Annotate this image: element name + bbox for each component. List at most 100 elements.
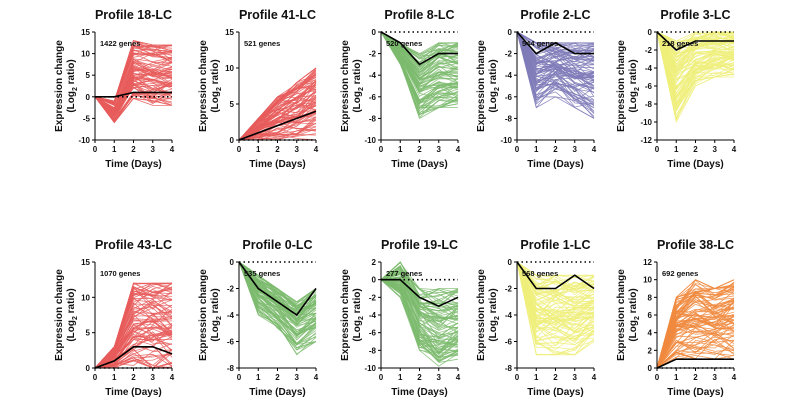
- gene-lines: [656, 279, 735, 369]
- gene-line: [656, 31, 735, 46]
- y-axis-label-units: (Log2 ratio): [66, 59, 79, 112]
- panel-1: Profile 18-LC Expression change (Log2 rati…: [54, 8, 175, 170]
- x-tick-label: 4: [732, 145, 737, 154]
- y-tick-label: 2: [648, 346, 653, 355]
- gene-line: [380, 31, 459, 87]
- x-tick-label: 1: [112, 373, 117, 382]
- gene-line: [656, 31, 735, 73]
- y-tick-label: -6: [645, 82, 653, 91]
- x-tick-label: 3: [437, 373, 442, 382]
- x-tick-label: 0: [237, 145, 242, 154]
- panel-title: Profile 19-LC: [381, 238, 458, 252]
- representative-line: [380, 31, 458, 66]
- gene-line: [656, 31, 735, 69]
- gene-line: [516, 261, 595, 344]
- gene-line: [94, 304, 173, 369]
- gene-line: [516, 261, 595, 321]
- y-tick-label: -6: [227, 338, 235, 347]
- x-axis-label: Time (Days): [391, 159, 448, 170]
- y-tick-label: 4: [648, 329, 653, 338]
- gene-line: [94, 71, 173, 112]
- gene-line: [656, 31, 735, 120]
- y-tick-label: -2: [645, 46, 653, 55]
- gene-line: [656, 31, 735, 62]
- gene-line: [238, 261, 317, 316]
- x-tick-label: 4: [314, 145, 319, 154]
- gene-line: [656, 31, 735, 72]
- x-tick-label: 4: [456, 145, 461, 154]
- gene-line: [656, 31, 734, 111]
- y-tick-label: -8: [369, 114, 377, 123]
- gene-line: [380, 274, 459, 327]
- representative-line: [238, 261, 317, 317]
- panel-9: Profile 1-LC Expression change (Log2 ratio…: [476, 238, 597, 398]
- gene-line: [516, 261, 595, 333]
- y-tick-label: 0: [230, 136, 235, 145]
- gene-line: [656, 31, 735, 78]
- y-axis-label-units: (Log2 ratio): [628, 288, 641, 341]
- y-tick-label: 0: [86, 364, 91, 373]
- y-tick-label: -4: [505, 311, 513, 320]
- gene-line: [380, 269, 459, 300]
- gene-line: [516, 31, 595, 105]
- gene-line: [516, 31, 595, 64]
- gene-count-label: 544 genes: [522, 39, 558, 48]
- x-tick-label: 4: [456, 373, 461, 382]
- x-tick-label: 2: [417, 373, 422, 382]
- gene-line: [656, 31, 735, 95]
- x-tick-label: 2: [553, 145, 558, 154]
- gene-line: [380, 31, 459, 64]
- x-axis-label: Time (Days): [249, 159, 306, 170]
- gene-count-label: 535 genes: [244, 269, 280, 278]
- gene-line: [516, 261, 595, 306]
- x-tick-label: 1: [112, 145, 117, 154]
- gene-line: [380, 31, 459, 67]
- gene-line: [516, 261, 595, 322]
- y-axis-label-units: (Log2 ratio): [488, 59, 501, 112]
- y-tick-label: -8: [369, 346, 377, 355]
- gene-line: [238, 110, 317, 141]
- x-axis-label: Time (Days): [667, 159, 724, 170]
- gene-line: [516, 261, 595, 329]
- gene-line: [516, 31, 595, 119]
- gene-line: [516, 261, 594, 276]
- gene-count-label: 520 genes: [386, 39, 422, 48]
- gene-line: [94, 298, 173, 369]
- y-axis-label: Expression change: [616, 40, 627, 132]
- panel-title: Profile 43-LC: [95, 238, 172, 252]
- panel-title: Profile 3-LC: [660, 8, 730, 22]
- y-axis-label-units: (Log2 ratio): [210, 288, 223, 341]
- x-tick-label: 3: [295, 373, 300, 382]
- representative-line: [516, 31, 594, 55]
- gene-line: [380, 279, 459, 323]
- gene-line: [238, 103, 317, 141]
- gene-line: [656, 31, 735, 90]
- x-tick-label: 1: [534, 145, 539, 154]
- y-axis-label: Expression change: [476, 269, 487, 361]
- gene-line: [380, 31, 459, 101]
- x-tick-label: 2: [417, 145, 422, 154]
- gene-line: [238, 72, 317, 141]
- gene-line: [380, 276, 459, 327]
- y-tick-label: 0: [648, 364, 653, 373]
- gene-line: [238, 261, 317, 336]
- gene-count-label: 568 genes: [522, 269, 558, 278]
- x-tick-label: 0: [379, 145, 384, 154]
- y-axis-label: Expression change: [54, 40, 65, 132]
- gene-line: [516, 261, 595, 325]
- gene-line: [656, 335, 735, 369]
- panel-title: Profile 2-LC: [520, 8, 590, 22]
- gene-line: [656, 352, 735, 369]
- x-tick-label: 1: [534, 373, 539, 382]
- x-tick-label: 3: [151, 145, 156, 154]
- gene-line: [380, 31, 459, 77]
- gene-line: [380, 31, 459, 91]
- x-tick-label: 2: [131, 373, 136, 382]
- gene-line: [516, 261, 595, 295]
- gene-line: [94, 79, 173, 119]
- gene-count-label: 692 genes: [662, 269, 698, 278]
- y-tick-label: 10: [225, 64, 234, 73]
- x-tick-label: 2: [275, 145, 280, 154]
- x-tick-label: 3: [573, 145, 578, 154]
- panel-title: Profile 18-LC: [95, 8, 172, 22]
